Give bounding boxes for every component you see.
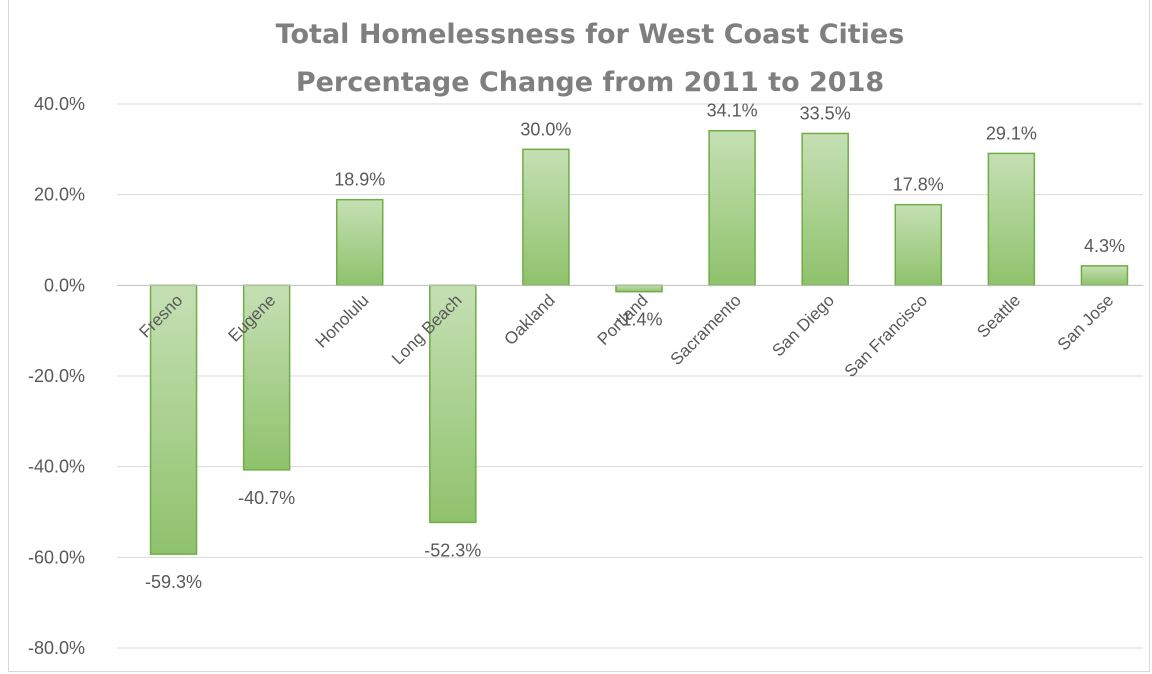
chart-title-line-1: Total Homelessness for West Coast Cities — [276, 19, 905, 50]
chart-frame: Total Homelessness for West Coast Cities… — [8, 0, 1150, 672]
data-label: 18.9% — [334, 170, 385, 190]
bar-sacramento — [708, 129, 756, 287]
category-label: San Diego — [768, 291, 838, 361]
category-label: San Francisco — [841, 291, 931, 381]
data-label: -1.4% — [615, 310, 662, 330]
category-label: Seattle — [973, 291, 1024, 342]
bar-san-francisco — [894, 203, 943, 287]
data-label: -52.3% — [424, 540, 481, 560]
data-label: 4.3% — [1084, 236, 1125, 256]
y-tick-label: 40.0% — [34, 94, 85, 114]
chart-title-line-2: Percentage Change from 2011 to 2018 — [296, 67, 884, 98]
category-label: Oakland — [501, 291, 559, 349]
y-tick-label: -60.0% — [28, 547, 85, 567]
data-label: 17.8% — [893, 175, 944, 195]
y-axis-tick-labels: 40.0% 20.0% 0.0% -20.0% -40.0% -60.0% -80.0% — [28, 94, 85, 658]
data-label: -59.3% — [145, 572, 202, 592]
y-tick-label: 20.0% — [34, 185, 85, 205]
bar-fresno — [149, 284, 198, 555]
bar-portland — [615, 284, 663, 293]
bar-eugene — [242, 284, 291, 471]
data-label: -40.7% — [238, 488, 295, 508]
y-tick-label: 0.0% — [44, 275, 85, 295]
data-label: 30.0% — [520, 119, 571, 139]
data-labels: -59.3% -40.7% 18.9% -52.3% 30.0% -1.4% 34.1% 33… — [145, 101, 1125, 592]
bar-honolulu — [335, 198, 384, 287]
bar-san-diego — [801, 132, 849, 287]
bar-chart: Total Homelessness for West Coast Cities… — [28, 19, 1143, 658]
bar-seattle — [987, 152, 1036, 287]
category-label: Honolulu — [312, 291, 373, 352]
y-tick-label: -40.0% — [28, 457, 85, 477]
category-label: San Jose — [1054, 291, 1118, 355]
data-label: 33.5% — [800, 103, 851, 123]
y-tick-label: -20.0% — [28, 366, 85, 386]
bar-oakland — [522, 148, 570, 287]
category-label: Sacramento — [667, 291, 745, 369]
bar-san-jose — [1080, 265, 1129, 287]
data-label: 29.1% — [986, 123, 1037, 143]
data-label: 34.1% — [707, 101, 758, 121]
y-tick-label: -80.0% — [28, 638, 85, 658]
